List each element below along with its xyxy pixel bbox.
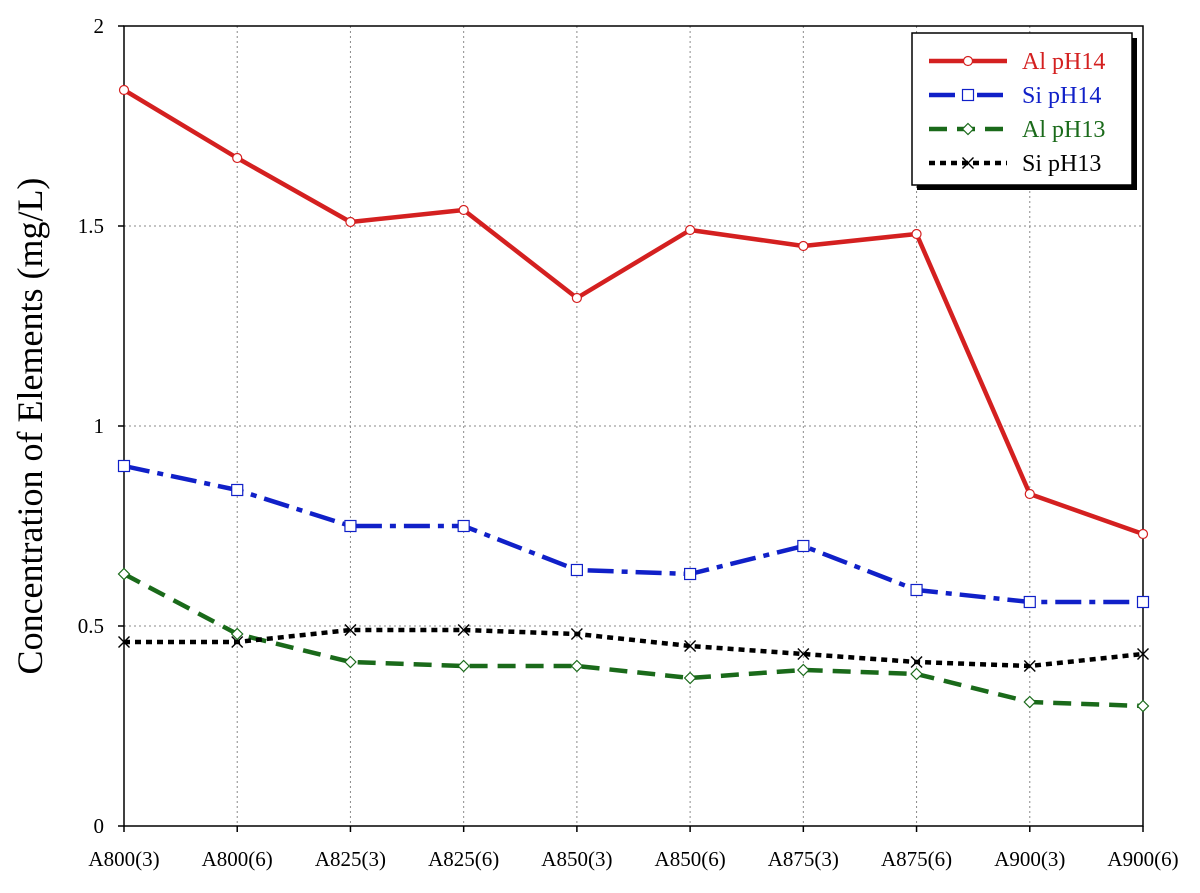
data-point xyxy=(683,671,697,685)
data-point xyxy=(684,640,697,652)
legend-box xyxy=(911,32,1133,186)
data-point xyxy=(457,519,470,533)
x-axis-ticks: A800(3) A800(6) A825(3) A825(6) A850(3) A850(… xyxy=(88,826,1179,871)
data-point xyxy=(570,659,584,673)
data-point xyxy=(962,55,974,67)
data-point xyxy=(118,84,130,96)
data-point-stroke xyxy=(118,636,130,648)
y-axis-ticks: 0 0.5 1 1.5 2 xyxy=(78,14,124,838)
series-line xyxy=(123,463,1143,605)
data-point xyxy=(1137,648,1149,660)
legend-label: Al pH14 xyxy=(1022,49,1105,75)
data-point xyxy=(684,567,697,581)
data-point xyxy=(344,655,357,669)
data-point-stroke xyxy=(570,628,583,640)
y-axis-title: Concentration of Elements (mg/L) xyxy=(10,178,50,675)
data-point-stroke xyxy=(344,624,357,636)
series-2 xyxy=(117,567,1150,713)
x-tick-label: A875(3) xyxy=(768,847,839,871)
data-point xyxy=(1136,699,1150,713)
grid xyxy=(124,26,1143,826)
data-point-stroke xyxy=(910,656,923,668)
legend: Al pH14 Si pH14 Al pH13 Si pH13 xyxy=(911,32,1137,190)
data-point xyxy=(345,216,356,228)
legend-item: Al pH14 xyxy=(929,49,1105,75)
legend-label: Al pH13 xyxy=(1022,117,1105,143)
data-point xyxy=(570,628,583,640)
series-line xyxy=(124,627,1144,669)
x-tick-label: A825(3) xyxy=(315,847,386,871)
data-point xyxy=(1023,595,1036,609)
data-point xyxy=(344,519,357,533)
data-point xyxy=(910,656,923,668)
data-point xyxy=(231,636,244,648)
series-1 xyxy=(117,459,1150,609)
data-point xyxy=(961,88,975,102)
data-point xyxy=(117,459,131,473)
series-line xyxy=(122,88,1144,537)
y-tick-label: 0.5 xyxy=(78,614,104,638)
legend-item: Si pH14 xyxy=(929,83,1101,109)
data-point xyxy=(231,483,244,497)
data-point xyxy=(685,224,696,236)
data-point xyxy=(798,240,809,252)
data-point xyxy=(1023,695,1037,709)
legend-label: Si pH14 xyxy=(1022,83,1101,109)
data-point xyxy=(118,636,130,648)
data-point xyxy=(910,667,923,681)
data-point xyxy=(232,152,243,164)
data-point xyxy=(1024,488,1035,500)
data-point-stroke xyxy=(797,648,810,660)
series-layer xyxy=(117,84,1150,713)
x-tick-label: A850(6) xyxy=(655,847,726,871)
y-tick-label: 1 xyxy=(94,414,105,438)
data-point-stroke xyxy=(1023,660,1036,672)
data-point xyxy=(458,204,469,216)
series-line xyxy=(122,572,1144,709)
series-3 xyxy=(118,624,1149,672)
data-point xyxy=(961,122,975,136)
x-tick-label: A900(6) xyxy=(1107,847,1178,871)
data-point xyxy=(797,648,810,660)
data-point-stroke xyxy=(457,624,470,636)
x-tick-label: A800(6) xyxy=(202,847,273,871)
y-tick-label: 2 xyxy=(94,14,105,38)
data-point-stroke xyxy=(684,640,697,652)
data-point xyxy=(457,659,471,673)
data-point xyxy=(1136,595,1150,609)
data-point xyxy=(797,539,810,553)
data-point xyxy=(571,292,582,304)
data-point xyxy=(1023,660,1036,672)
data-point xyxy=(1137,528,1149,540)
x-tick-label: A800(3) xyxy=(88,847,159,871)
legend-label: Si pH13 xyxy=(1022,151,1101,177)
data-point xyxy=(570,563,583,577)
data-point-stroke xyxy=(231,636,244,648)
x-tick-label: A875(6) xyxy=(881,847,952,871)
data-point-stroke xyxy=(962,157,974,169)
y-tick-label: 0 xyxy=(94,814,105,838)
data-point-stroke xyxy=(1137,648,1149,660)
data-point xyxy=(117,567,131,581)
series-0 xyxy=(118,84,1149,540)
y-tick-label: 1.5 xyxy=(78,214,104,238)
data-point xyxy=(911,228,922,240)
legend-item: Al pH13 xyxy=(929,117,1105,143)
data-point xyxy=(457,624,470,636)
data-point xyxy=(230,627,244,641)
legend-item: Si pH13 xyxy=(929,151,1101,177)
x-tick-label: A825(6) xyxy=(428,847,499,871)
data-point xyxy=(962,157,974,169)
data-point xyxy=(910,583,923,597)
x-tick-label: A900(3) xyxy=(994,847,1065,871)
data-point xyxy=(796,663,810,677)
data-point xyxy=(344,624,357,636)
x-tick-label: A850(3) xyxy=(541,847,612,871)
